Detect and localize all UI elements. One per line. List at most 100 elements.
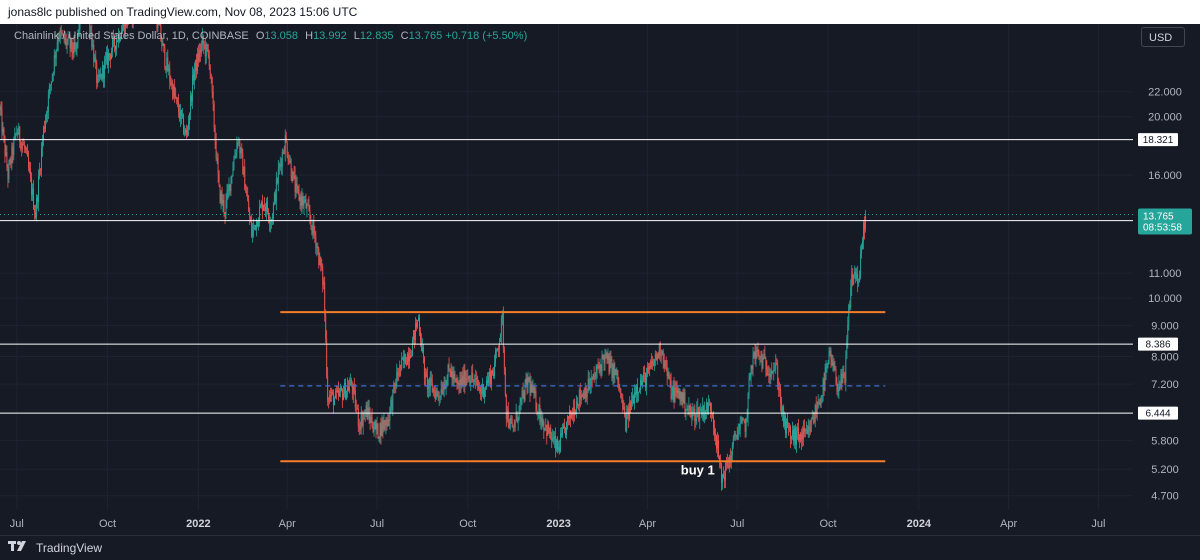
candle-body: [662, 351, 664, 361]
candle-body: [479, 387, 481, 389]
change-value: +0.718 (+5.50%): [445, 30, 528, 42]
candle-body: [504, 367, 506, 395]
candle-body: [410, 355, 412, 358]
candle-body: [822, 379, 824, 396]
candle-body: [838, 383, 840, 391]
candle-body: [722, 474, 724, 478]
candle-body: [0, 107, 2, 110]
candle-body: [854, 271, 856, 276]
price-tick-label: 16.000: [1148, 170, 1182, 182]
candle-body: [49, 85, 51, 87]
candle-body: [643, 372, 644, 382]
candle-body: [493, 373, 494, 376]
candle-body: [371, 417, 373, 427]
candle-body: [406, 364, 408, 365]
candle-body: [592, 373, 594, 380]
candle-body: [336, 391, 337, 393]
candle-body: [840, 373, 842, 387]
candle-body: [434, 391, 436, 400]
candle-body: [365, 405, 367, 413]
candle-body: [107, 52, 109, 66]
price-axis[interactable]: 22.000 20.000 16.000 11.000 10.000 9.000 8.000…: [1138, 87, 1192, 503]
candle-body: [714, 427, 715, 435]
time-tick-label: 2022: [186, 518, 210, 530]
candle-body: [731, 444, 733, 456]
candle-body: [864, 222, 866, 231]
candle-body: [658, 343, 660, 358]
candle-body: [794, 427, 795, 441]
candle-body: [113, 36, 114, 41]
candle-body: [626, 413, 628, 431]
candle-body: [65, 37, 67, 45]
price-tick-label: 9.000: [1151, 321, 1179, 333]
candle-body: [455, 378, 457, 382]
candle-body: [57, 37, 59, 43]
candle-body: [625, 415, 627, 431]
candle-body: [161, 40, 163, 46]
currency-button[interactable]: USD: [1141, 27, 1185, 47]
candle-body: [702, 405, 704, 416]
candle-body: [311, 225, 313, 234]
candle-body: [786, 419, 788, 434]
candle-body: [210, 74, 212, 78]
candle-body: [267, 212, 269, 220]
candle-body: [494, 350, 496, 364]
candle-body: [74, 42, 76, 49]
candle-body: [533, 386, 535, 394]
candle-body: [831, 360, 833, 366]
candle-body: [89, 24, 91, 33]
candle-body: [32, 188, 34, 195]
time-tick-label: Apr: [279, 518, 296, 530]
candle-body: [636, 385, 638, 395]
candle-body: [834, 369, 836, 371]
candle-body: [827, 364, 829, 368]
candle-body: [696, 409, 698, 419]
candle-body: [285, 135, 287, 143]
candle-body: [706, 402, 708, 412]
candle-body: [395, 385, 397, 388]
candle-body: [509, 418, 511, 429]
candle-body: [8, 163, 10, 180]
candle-body: [441, 389, 443, 394]
candle-body: [693, 409, 695, 410]
candle-body: [797, 427, 799, 440]
candle-body: [45, 113, 47, 121]
candle-body: [769, 373, 771, 377]
candle-body: [195, 59, 197, 71]
candle-body: [482, 384, 484, 394]
candle-body: [859, 276, 861, 283]
candle-body: [230, 176, 232, 192]
candle-body: [353, 385, 355, 391]
candle-body: [346, 386, 348, 392]
candle-body: [315, 236, 317, 248]
time-axis[interactable]: Jul Oct 2022 Apr Jul Oct 2023 Apr Jul Oct 2024 Apr J…: [10, 518, 1106, 530]
range-lines[interactable]: [280, 311, 886, 463]
candle-body: [202, 35, 204, 45]
candle-body: [541, 417, 543, 426]
candle-body: [825, 367, 827, 372]
candle-body: [208, 54, 210, 66]
high-value: 13.992: [313, 30, 347, 42]
candle-body: [594, 376, 596, 378]
candle-body: [98, 74, 100, 79]
candle-body: [599, 365, 601, 368]
candle-body: [492, 370, 493, 374]
candle-body: [754, 352, 756, 359]
candle-body: [385, 419, 387, 426]
candle-body: [280, 163, 282, 167]
candle-body: [507, 409, 509, 425]
candle-body: [810, 418, 812, 432]
candle-body: [292, 171, 294, 181]
candle-body: [687, 409, 689, 410]
candle-body: [403, 357, 405, 362]
candle-body: [745, 418, 747, 432]
candle-body: [9, 159, 11, 164]
candle-body: [422, 347, 424, 357]
candle-body: [396, 372, 398, 388]
candle-body: [349, 379, 351, 386]
time-tick-label: Jul: [370, 518, 384, 530]
candle-body: [61, 32, 63, 35]
